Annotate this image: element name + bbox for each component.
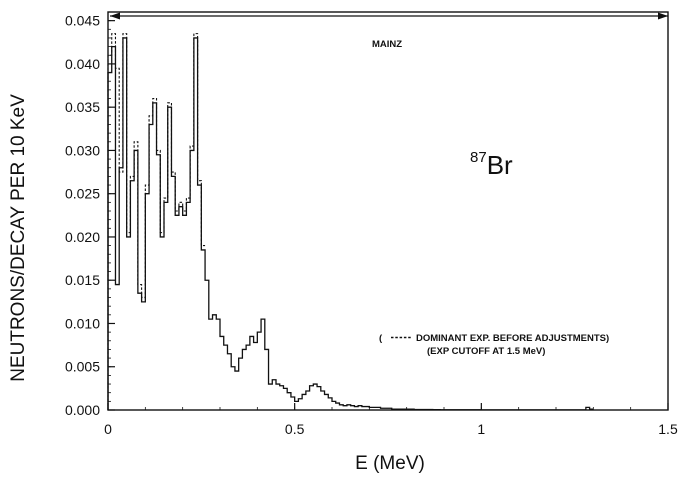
x-axis-title: E (MeV): [355, 453, 425, 474]
legend-subtext: (EXP CUTOFF AT 1.5 MeV): [427, 346, 545, 357]
dashed-series-line: [107, 33, 206, 410]
legend-text: DOMINANT EXP. BEFORE ADJUSTMENTS): [416, 333, 609, 344]
x-tick-label: 1: [477, 421, 485, 437]
range-arrow: [110, 12, 668, 20]
isotope-mass: 87: [470, 149, 487, 166]
legend-open-paren: (: [379, 333, 383, 344]
y-tick-label: 0.030: [65, 142, 100, 158]
series-marks: [107, 33, 594, 411]
y-tick-label: 0.035: [65, 99, 100, 115]
y-tick-label: 0.000: [65, 402, 100, 418]
facility-label: MAINZ: [372, 39, 402, 50]
y-tick-label: 0.005: [65, 359, 100, 375]
isotope-label: 87Br: [470, 149, 513, 180]
y-tick-label: 0.040: [65, 56, 100, 72]
x-tick-label: 1.5: [658, 421, 678, 437]
y-tick-label: 0.025: [65, 186, 100, 202]
x-tick-label: 0.5: [285, 421, 305, 437]
y-tick-label: 0.045: [65, 13, 100, 29]
x-tick-label: 0: [104, 421, 112, 437]
y-tick-label: 0.015: [65, 272, 100, 288]
y-axis-title: NEUTRONS/DECAY PER 10 KeV: [8, 94, 29, 382]
legend: ( DOMINANT EXP. BEFORE ADJUSTMENTS) (EXP…: [379, 333, 609, 357]
isotope-symbol: Br: [487, 150, 513, 180]
y-tick-label: 0.010: [65, 315, 100, 331]
y-tick-label: 0.020: [65, 229, 100, 245]
axes: 0.000 0.005 0.010 0.015 0.020 0.025 0.030 0.035…: [65, 11, 678, 437]
plot-frame: [107, 11, 669, 411]
